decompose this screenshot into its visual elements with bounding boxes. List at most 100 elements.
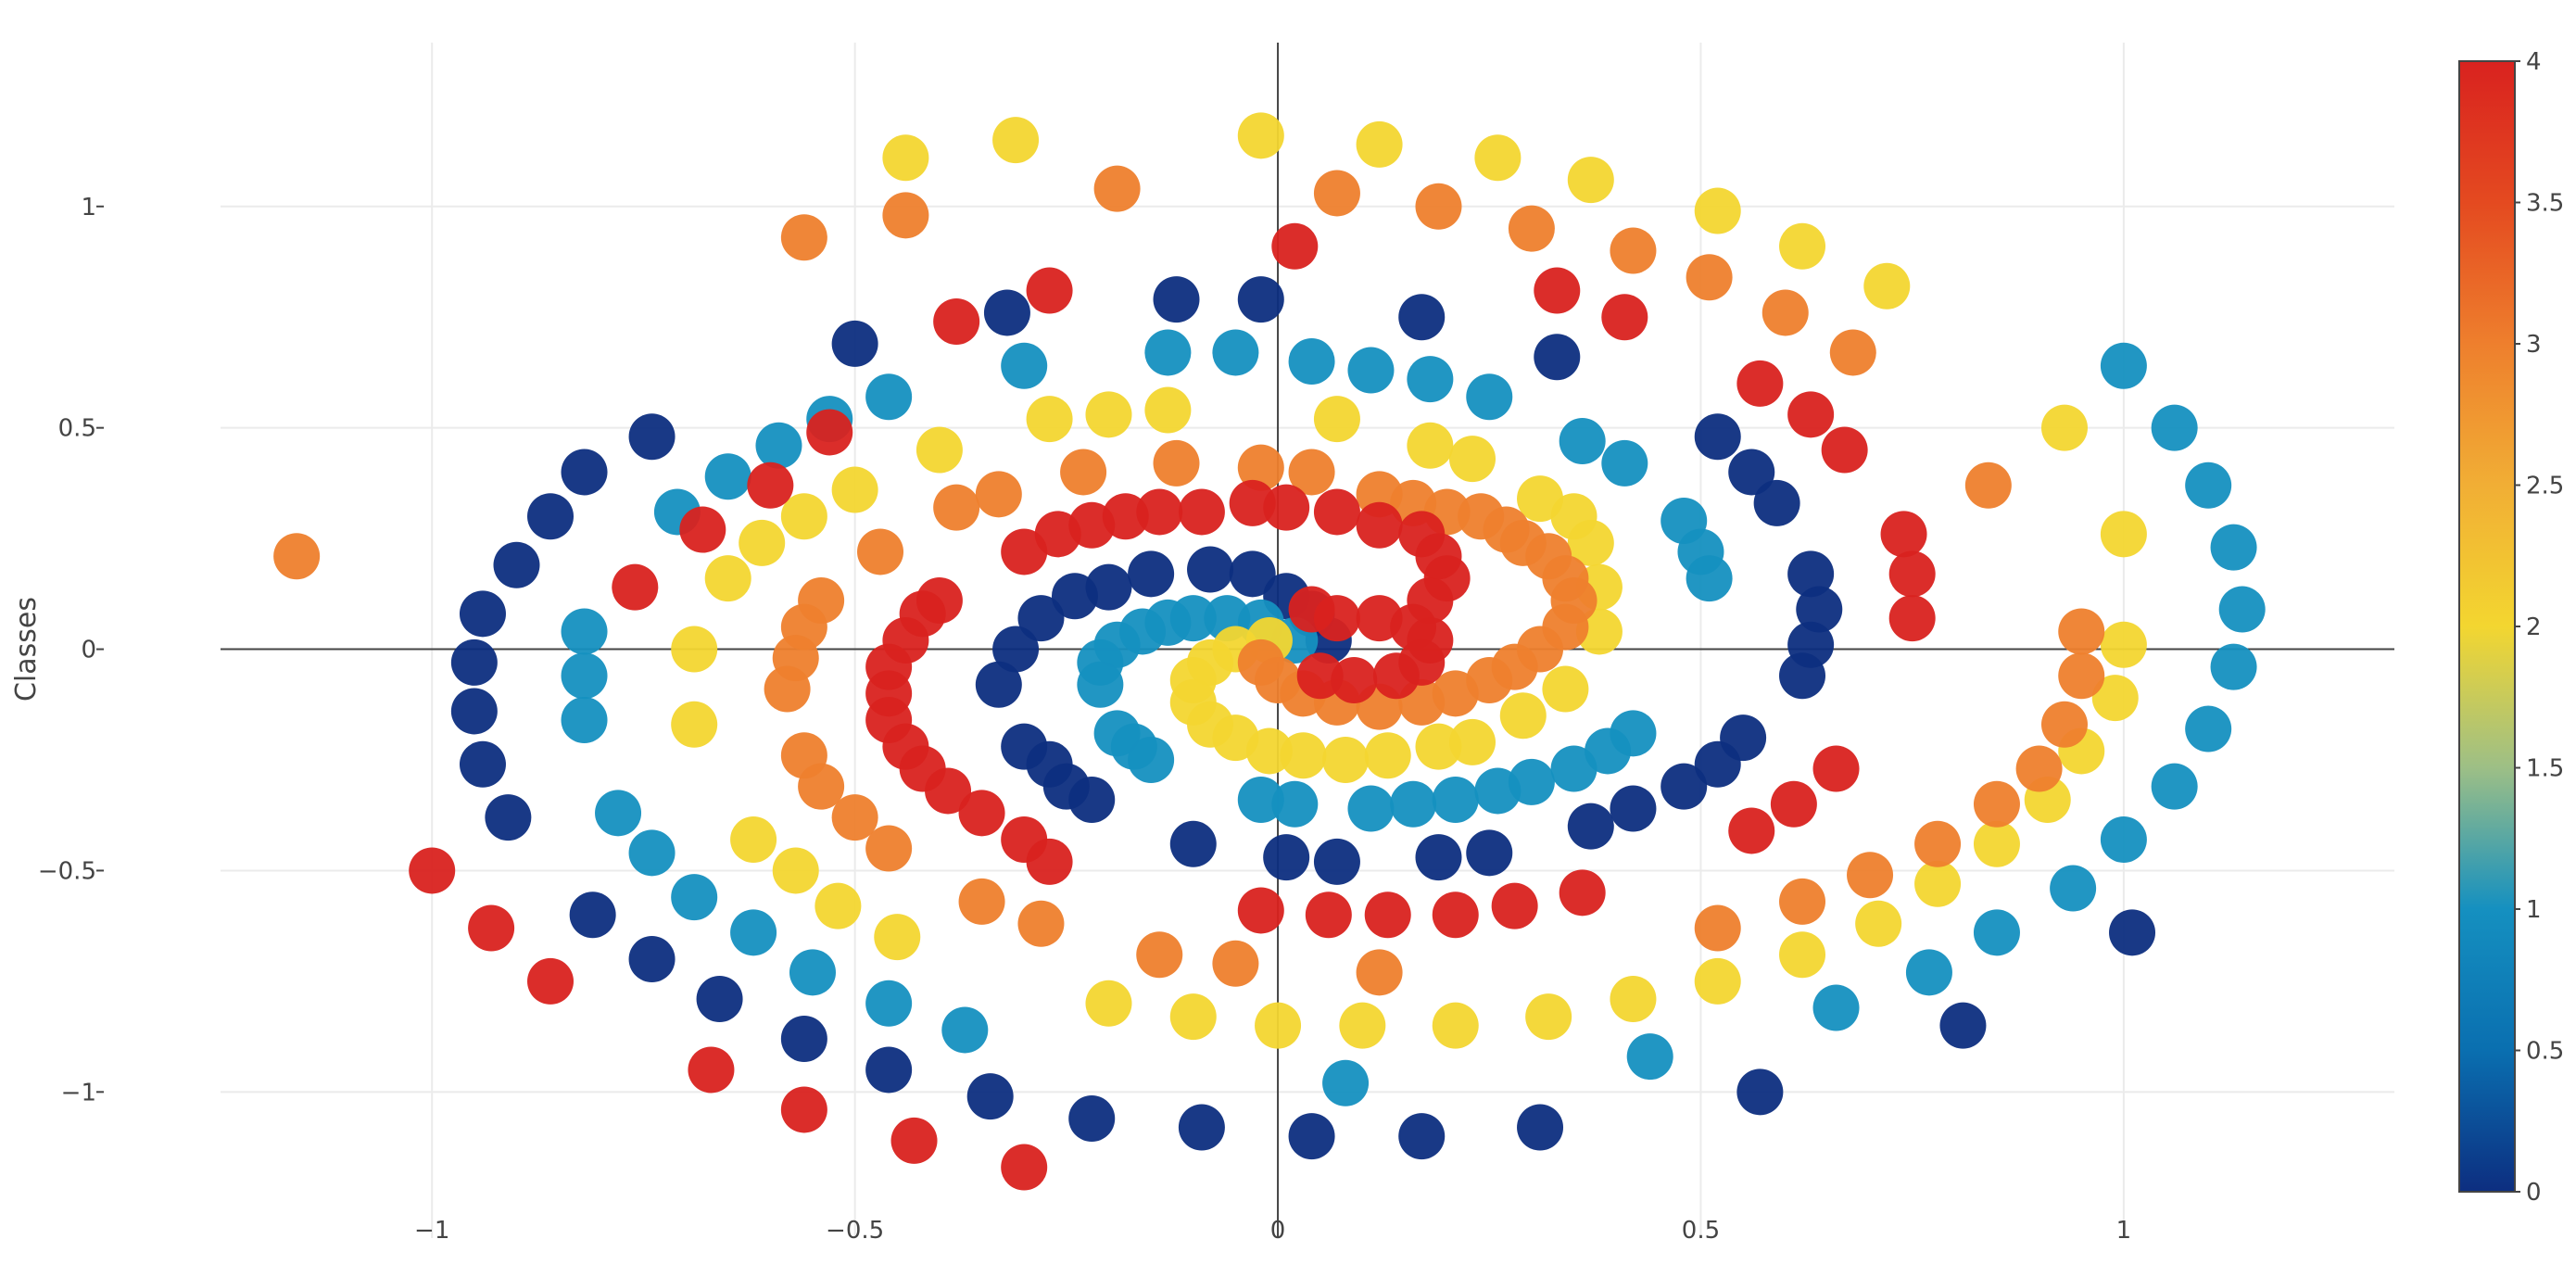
scatter-point-class-0 [628,936,676,982]
scatter-point-class-4 [958,790,1005,837]
scatter-point-class-2 [780,493,827,540]
scatter-point-class-4 [1888,550,1936,598]
y-tick-label: 1 [81,194,96,221]
scatter-point-class-1 [2185,705,2232,752]
scatter-point-class-3 [764,665,811,713]
scatter-point-class-1 [561,652,608,700]
scatter-point-class-1 [941,1006,989,1054]
scatter-point-class-0 [1787,621,1835,668]
scatter-point-class-0 [696,976,743,1022]
scatter-point-class-3 [1060,449,1107,496]
scatter-point-class-1 [1905,949,1952,996]
scatter-point-class-0 [493,541,540,588]
scatter-point-class-3 [2058,652,2105,700]
scatter-point-class-4 [780,1086,827,1133]
scatter-point-class-2 [1449,718,1496,765]
scatter-point-class-1 [704,453,751,500]
scatter-point-class-2 [739,519,786,566]
scatter-point-class-2 [992,117,1040,164]
scatter-point-class-0 [459,740,506,788]
scatter-point-class-2 [1779,931,1826,979]
scatter-point-class-2 [671,626,718,673]
scatter-point-class-3 [1356,949,1403,996]
scatter-point-class-1 [561,697,608,743]
scatter-point-class-0 [975,661,1022,708]
x-tick-label: 0.5 [1682,1217,1720,1245]
scatter-point-class-0 [1753,479,1800,526]
scatter-point-class-1 [1237,777,1284,823]
scatter-point-class-3 [1288,449,1335,496]
scatter-point-class-0 [780,1016,827,1062]
scatter-point-class-2 [1144,386,1192,434]
scatter-point-class-3 [1847,852,1894,899]
scatter-point-class-0 [983,289,1030,336]
scatter-point-class-2 [1474,134,1522,182]
scatter-point-class-3 [1694,904,1741,952]
scatter-point-class-4 [468,904,515,952]
scatter-point-class-0 [1178,1104,1225,1151]
scatter-point-class-1 [2100,816,2147,863]
scatter-point-class-2 [874,914,921,961]
scatter-point-class-0 [1229,550,1276,598]
scatter-point-class-2 [1245,727,1293,775]
scatter-point-class-3 [1458,493,1505,540]
scatter-point-class-2 [915,426,963,474]
scatter-point-class-0 [527,493,575,540]
scatter-point-class-4 [1331,657,1378,703]
scatter-point-class-0 [1466,829,1513,877]
scatter-point-class-1 [865,373,913,421]
scatter-point-class-2 [772,847,819,894]
scatter-point-class-2 [1280,732,1327,779]
scatter-point-class-4 [1821,426,1868,474]
scatter-point-class-3 [780,214,827,261]
scatter-points[interactable] [273,112,2266,1191]
scatter-point-class-3 [958,878,1005,925]
scatter-point-class-1 [2100,342,2147,389]
colorbar-tick-label: 4 [2526,48,2542,76]
scatter-point-class-2 [2040,404,2088,451]
scatter-point-class-4 [1432,891,1479,939]
scatter-point-class-0 [450,688,498,735]
scatter-point-class-1 [1626,1033,1673,1081]
scatter-point-class-1 [561,608,608,655]
scatter-point-class-1 [1610,710,1657,757]
scatter-point-class-4 [1263,484,1310,531]
scatter-point-class-0 [1517,1104,1564,1151]
scatter-point-class-0 [966,1073,1014,1120]
scatter-point-class-1 [865,980,913,1027]
scatter-point-class-1 [755,422,802,469]
scatter-point-class-2 [2100,621,2147,668]
scatter-point-class-4 [1026,838,1073,885]
scatter-point-class-3 [1973,780,2020,828]
scatter-point-class-2 [1542,665,1589,713]
scatter-point-class-1 [595,790,642,837]
scatter-point-class-1 [1322,1059,1370,1106]
scatter-point-class-1 [1212,329,1259,376]
scatter-point-class-4 [1491,882,1538,929]
scatter-point-class-2 [1779,222,1826,270]
scatter-point-class-0 [1068,1095,1116,1142]
scatter-point-class-3 [882,192,929,239]
scatter-point-class-3 [975,471,1022,518]
scatter-point-class-2 [730,816,777,863]
scatter-point-class-0 [1051,573,1098,620]
scatter-point-class-2 [1356,120,1403,168]
scatter-point-class-2 [1694,957,1741,1005]
scatter-point-class-3 [1212,940,1259,987]
scatter-point-class-2 [1863,262,1911,310]
scatter-point-class-1 [1466,373,1513,421]
scatter-point-class-1 [1973,909,2020,956]
scatter-point-class-0 [1415,834,1462,881]
scatter-point-class-4 [1229,479,1276,526]
scatter-point-class-4 [612,563,659,611]
scatter-point-class-3 [273,533,321,580]
scatter-point-class-1 [789,949,836,996]
scatter-point-class-0 [1567,803,1614,850]
y-tick-label: 0.5 [58,415,96,443]
scatter-point-class-3 [1313,170,1360,217]
scatter-point-class-4 [890,1117,938,1164]
scatter-point-class-0 [1313,838,1360,885]
scatter-point-class-4 [1728,807,1775,854]
scatter-point-class-4 [747,461,794,509]
y-axis-title: Classes [10,597,43,702]
